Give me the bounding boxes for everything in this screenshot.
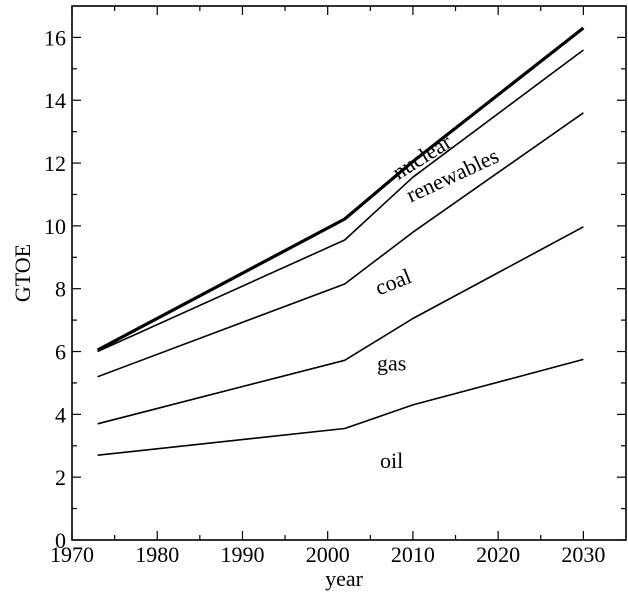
- x-tick-label: 2020: [476, 542, 520, 567]
- x-tick-label: 2000: [306, 542, 350, 567]
- y-tick-label: 14: [44, 88, 66, 113]
- y-tick-label: 2: [55, 465, 66, 490]
- y-tick-label: 0: [55, 528, 66, 553]
- y-tick-label: 4: [55, 402, 66, 427]
- area-label: coal: [371, 263, 414, 300]
- y-tick-label: 12: [44, 151, 66, 176]
- plot-border: [71, 5, 627, 541]
- stack-boundary-line: [97, 112, 584, 378]
- y-tick-label: 6: [55, 340, 66, 365]
- x-tick-label: 2030: [561, 542, 605, 567]
- area-label: gas: [377, 350, 406, 375]
- y-tick-label: 16: [44, 25, 66, 50]
- stack-boundary-line: [97, 358, 584, 456]
- y-tick-label: 10: [44, 214, 66, 239]
- area-label: oil: [380, 448, 403, 473]
- x-tick-label: 2010: [391, 542, 435, 567]
- x-tick-label: 1990: [220, 542, 264, 567]
- series-lines: [96, 26, 585, 456]
- x-axis-title: year: [325, 566, 364, 591]
- plot-frame: [71, 5, 627, 541]
- stack-boundary-line: [97, 49, 584, 353]
- stack-boundary-line: [97, 226, 584, 425]
- stack-boundary-line: [96, 26, 585, 352]
- x-axis-ticks: 1970 1980 1990 2000 2010 2020 2030: [50, 6, 605, 567]
- y-axis-title: GTOE: [10, 244, 35, 302]
- y-axis-ticks: 0 2 4 6 8 10 12 14 16: [44, 25, 626, 553]
- x-tick-label: 1980: [135, 542, 179, 567]
- y-tick-label: 8: [55, 277, 66, 302]
- x-tick-label: 1970: [50, 542, 94, 567]
